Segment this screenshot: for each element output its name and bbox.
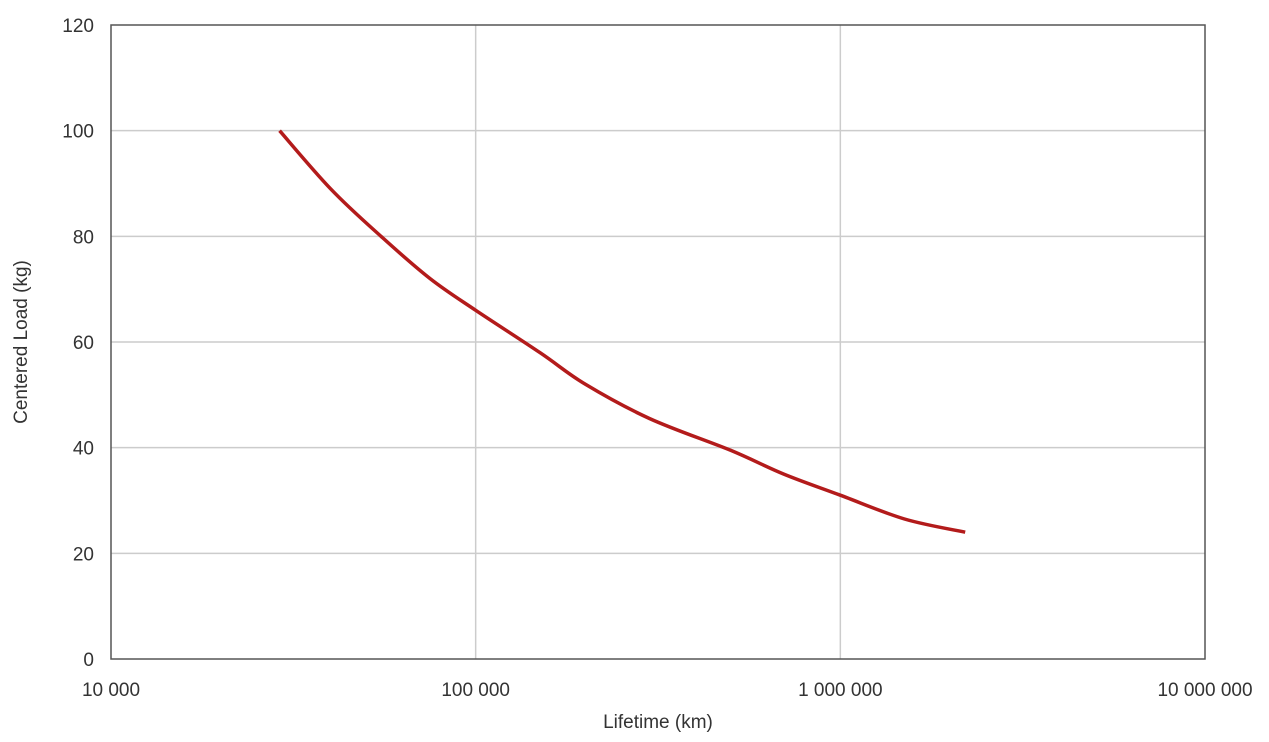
y-tick-label: 0 <box>83 650 94 671</box>
y-tick-label: 60 <box>73 333 94 354</box>
x-tick-label: 10 000 <box>82 680 140 701</box>
grid-layer <box>111 25 1205 659</box>
y-tick-label: 80 <box>73 227 94 248</box>
series-layer <box>278 129 966 534</box>
x-tick-labels: 10 000 100 000 1 000 000 10 000 000 <box>82 680 1253 701</box>
series-line-0 <box>278 129 966 534</box>
x-tick-label: 1 000 000 <box>798 680 883 701</box>
y-tick-label: 120 <box>62 16 94 37</box>
axes-layer <box>110 24 1206 660</box>
plot-frame <box>110 24 1206 660</box>
y-tick-label: 40 <box>73 439 94 460</box>
y-tick-labels: 0 20 40 60 80 100 120 <box>62 16 94 671</box>
x-tick-label: 100 000 <box>441 680 510 701</box>
y-axis-title: Centered Load (kg) <box>11 260 32 424</box>
x-axis-title: Lifetime (km) <box>603 712 713 733</box>
y-tick-label: 20 <box>73 544 94 565</box>
y-tick-label: 100 <box>62 122 94 143</box>
x-tick-label: 10 000 000 <box>1157 680 1252 701</box>
